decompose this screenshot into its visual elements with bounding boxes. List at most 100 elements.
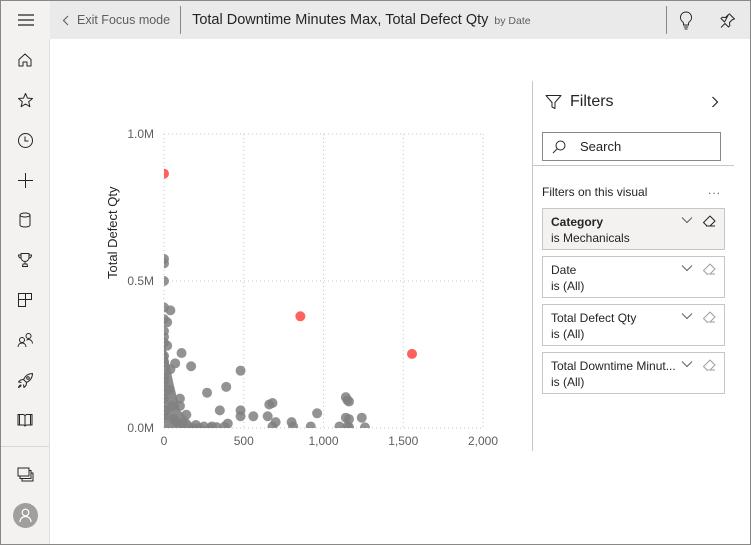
filter-card-value: is (All)	[551, 279, 585, 293]
data-point[interactable]	[159, 375, 169, 386]
filter-card-value: is (All)	[551, 327, 585, 341]
data-point[interactable]	[176, 348, 187, 359]
chevron-down-icon[interactable]	[681, 360, 693, 368]
x-tick-label: 500	[234, 434, 254, 448]
highlighted-data-point[interactable]	[407, 348, 418, 359]
data-point[interactable]	[174, 393, 185, 404]
data-point[interactable]	[194, 423, 205, 433]
data-point[interactable]	[248, 411, 259, 422]
lightbulb-icon	[679, 10, 692, 29]
y-tick-label: 0.5M	[127, 274, 154, 288]
data-point[interactable]	[359, 422, 370, 432]
filter-icon	[545, 95, 562, 109]
data-point[interactable]	[181, 409, 192, 420]
data-point[interactable]	[267, 421, 278, 432]
nav-favorites[interactable]	[1, 80, 49, 120]
highlighted-data-point[interactable]	[295, 311, 306, 322]
data-point[interactable]	[165, 305, 176, 316]
menu-button[interactable]	[1, 1, 50, 39]
data-point[interactable]	[235, 365, 246, 376]
scatter-chart[interactable]: 0 500 1,000 1,500 2,000 0.0M 0.5M 1.0M	[50, 39, 530, 469]
pin-button[interactable]	[704, 1, 750, 39]
star-icon	[17, 92, 33, 107]
data-point[interactable]	[159, 356, 169, 367]
clear-filter-icon[interactable]	[702, 263, 716, 275]
filters-section-label: Filters on this visual	[542, 185, 648, 199]
exit-focus-mode-button[interactable]: Exit Focus mode	[50, 1, 180, 39]
data-point[interactable]	[159, 276, 169, 286]
data-point[interactable]	[344, 396, 355, 407]
nav-account[interactable]	[1, 495, 49, 535]
data-point[interactable]	[211, 422, 222, 432]
nav-recent[interactable]	[1, 120, 49, 160]
filter-card-name: Total Defect Qty	[551, 311, 637, 325]
plus-icon	[17, 172, 33, 188]
data-point[interactable]	[356, 412, 367, 423]
data-point[interactable]	[334, 421, 345, 432]
filter-card-name: Date	[551, 263, 577, 277]
data-point[interactable]	[165, 364, 176, 375]
data-point[interactable]	[219, 421, 230, 432]
filter-card-total-downtime-minutes[interactable]: Total Downtime Minut... is (All)	[542, 352, 725, 394]
y-tick-label: 1.0M	[127, 127, 154, 141]
data-point[interactable]	[162, 317, 173, 328]
data-point[interactable]	[159, 411, 169, 422]
hamburger-icon	[17, 14, 34, 26]
more-options-button[interactable]: ...	[708, 183, 722, 197]
data-point[interactable]	[164, 384, 174, 395]
collapse-filters-button[interactable]	[711, 95, 719, 113]
avatar-icon	[18, 508, 32, 522]
filter-card-value: is Mechanicals	[551, 231, 630, 245]
filters-divider	[533, 165, 734, 166]
data-point[interactable]	[235, 411, 246, 422]
trophy-icon	[18, 253, 32, 267]
nav-goals[interactable]	[1, 240, 49, 280]
clear-filter-icon[interactable]	[702, 215, 716, 227]
data-point[interactable]	[221, 381, 232, 392]
data-point[interactable]	[214, 405, 225, 416]
highlighted-data-point[interactable]	[159, 168, 169, 179]
data-point[interactable]	[162, 340, 173, 351]
x-tick-label: 2,000	[468, 434, 498, 448]
nav-apps[interactable]	[1, 280, 49, 320]
data-point[interactable]	[305, 421, 316, 432]
divider	[180, 6, 182, 34]
chevron-down-icon[interactable]	[681, 264, 693, 272]
filter-card-name: Total Downtime Minut...	[551, 359, 676, 373]
clear-filter-icon[interactable]	[702, 311, 716, 323]
nav-deployment[interactable]	[1, 360, 49, 400]
y-tick-label: 0.0M	[127, 421, 154, 435]
nav-home[interactable]	[1, 40, 49, 80]
data-point[interactable]	[178, 418, 189, 429]
rocket-icon	[17, 372, 33, 388]
nav-learn[interactable]	[1, 400, 49, 440]
book-icon	[17, 413, 33, 427]
filters-search-input[interactable]: Search	[542, 132, 721, 161]
data-point[interactable]	[262, 411, 273, 422]
nav-datasets[interactable]	[1, 200, 49, 240]
clock-icon	[17, 132, 33, 148]
filter-card-category[interactable]: Category is Mechanicals	[542, 208, 725, 250]
visual-title-text: Total Downtime Minutes Max, Total Defect…	[192, 12, 489, 28]
data-point[interactable]	[202, 387, 213, 398]
chevron-down-icon[interactable]	[681, 312, 693, 320]
data-point[interactable]	[186, 361, 197, 372]
data-point[interactable]	[174, 400, 185, 411]
data-point[interactable]	[159, 258, 169, 269]
data-point[interactable]	[288, 421, 299, 432]
nav-shared[interactable]	[1, 320, 49, 360]
nav-create[interactable]	[1, 160, 49, 200]
pin-icon	[720, 12, 735, 28]
nav-divider	[1, 446, 49, 447]
filter-card-total-defect-qty[interactable]: Total Defect Qty is (All)	[542, 304, 725, 346]
data-point[interactable]	[312, 408, 323, 419]
chevron-down-icon[interactable]	[681, 216, 693, 224]
data-point[interactable]	[267, 398, 278, 409]
filter-card-date[interactable]: Date is (All)	[542, 256, 725, 298]
insights-button[interactable]	[667, 1, 704, 39]
data-point[interactable]	[344, 422, 355, 432]
data-point[interactable]	[159, 393, 169, 404]
y-axis-title-text: Total Defect Qty	[105, 186, 120, 279]
clear-filter-icon[interactable]	[702, 359, 716, 371]
nav-workspaces[interactable]	[1, 454, 49, 494]
